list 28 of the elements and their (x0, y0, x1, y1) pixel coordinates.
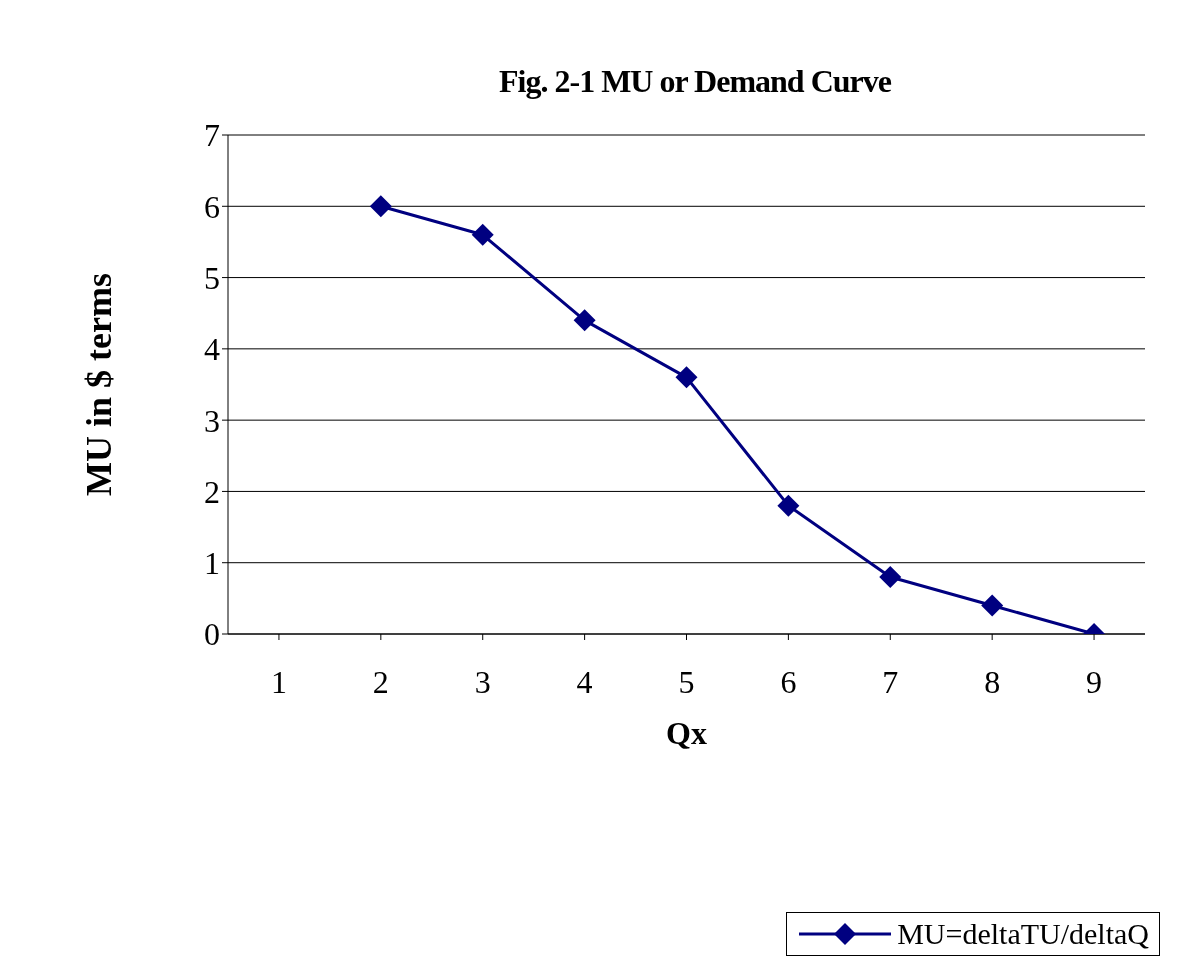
y-tick-label: 3 (204, 402, 220, 439)
x-tick-label: 9 (1086, 663, 1103, 700)
legend-label: MU=deltaTU/deltaQ (897, 917, 1149, 951)
x-tick-label: 4 (576, 663, 593, 700)
x-tick-label: 6 (780, 663, 797, 700)
x-tick-label: 3 (474, 663, 491, 700)
x-tick-label: 7 (882, 663, 899, 700)
point (573, 309, 596, 332)
y-tick-label: 0 (204, 616, 220, 653)
point (471, 223, 494, 246)
y-axis-title: MU in $ terms (78, 273, 119, 496)
point (981, 594, 1004, 617)
x-tick-label: 5 (678, 663, 695, 700)
point (675, 366, 698, 389)
point (879, 565, 902, 588)
chart-title: Fig. 2-1 MU or Demand Curve (498, 63, 892, 100)
point (777, 494, 800, 517)
y-tick-label: 5 (204, 259, 220, 296)
y-tick-label: 7 (204, 117, 220, 154)
point (369, 195, 392, 218)
x-tick-label: 8 (984, 663, 1001, 700)
y-tick-label: 1 (204, 545, 220, 582)
x-tick-label: 1 (270, 663, 287, 700)
x-tick-label: 2 (372, 663, 389, 700)
y-tick-label: 4 (204, 331, 220, 368)
y-tick-label: 6 (204, 188, 220, 225)
y-tick-label: 2 (204, 473, 220, 510)
x-axis-title: Qx (666, 715, 707, 751)
